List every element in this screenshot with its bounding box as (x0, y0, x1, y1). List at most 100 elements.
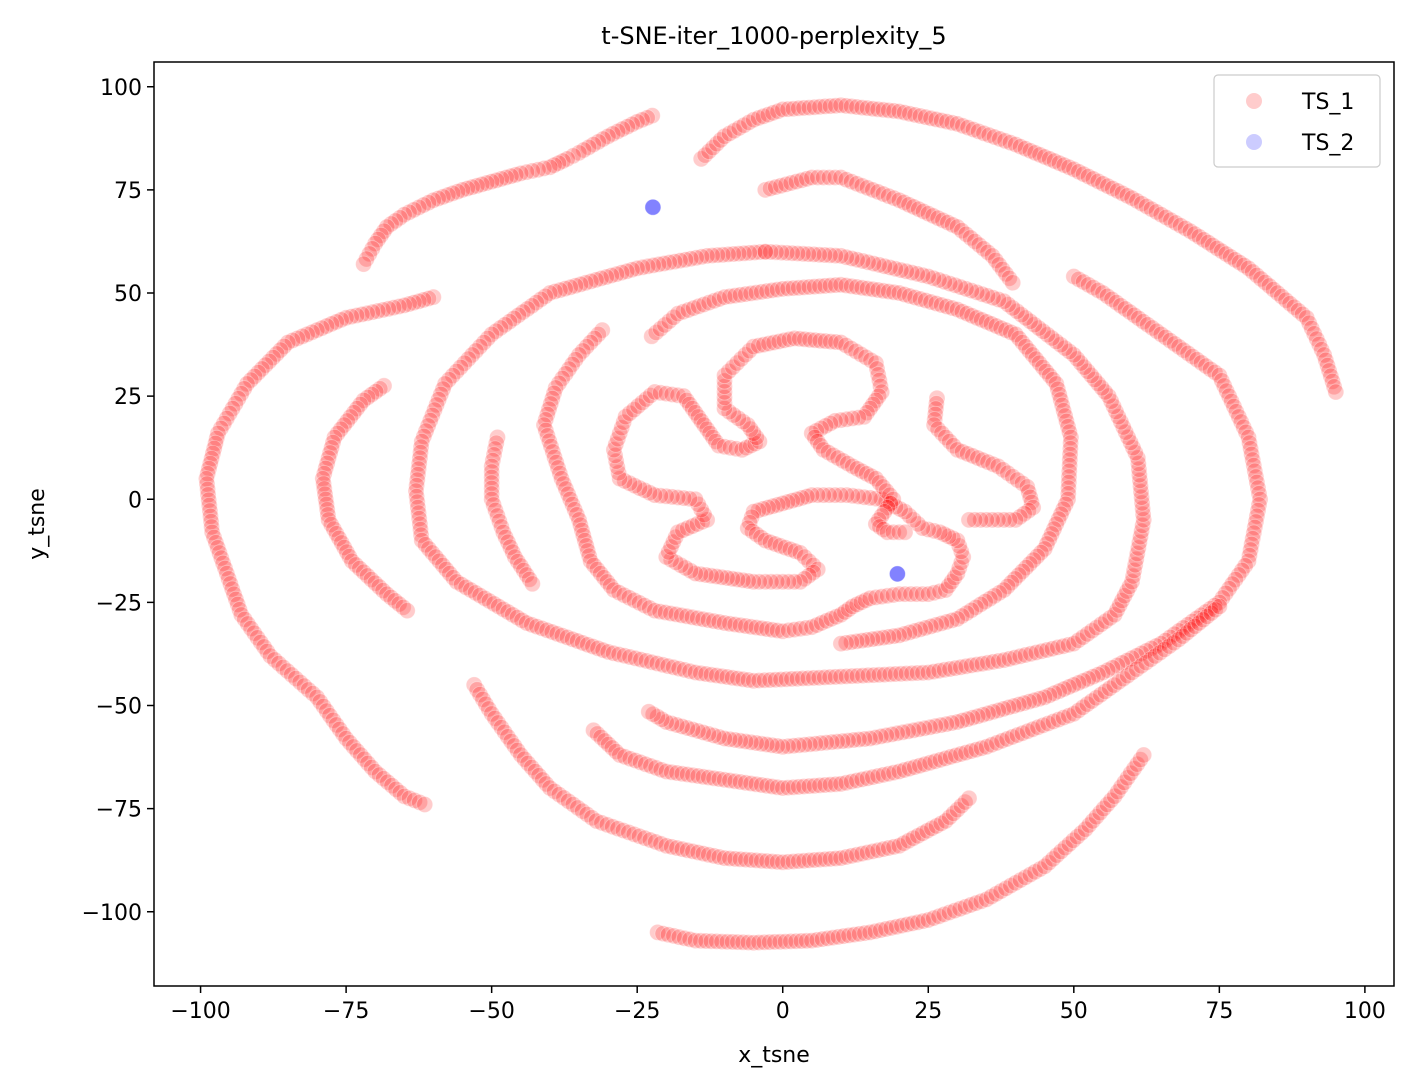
ts-1-point (753, 852, 770, 870)
ts-1-point (1133, 522, 1150, 540)
ts-1-point (1003, 574, 1020, 591)
ts-1-point (949, 301, 966, 318)
ts-1-point (570, 346, 588, 364)
ts-1-point (821, 668, 839, 686)
ts-1-point (954, 548, 972, 566)
ts-1-point (665, 658, 682, 676)
ts-1-point (1202, 360, 1219, 378)
ts-1-point (853, 99, 871, 116)
ts-1-point (832, 334, 850, 351)
ts-1-point (700, 769, 717, 786)
ts-1-point (708, 135, 726, 153)
ts-1-point (441, 565, 459, 582)
ts-1-point (551, 281, 569, 299)
ts-1-point (1206, 363, 1224, 381)
ts-1-point (669, 523, 687, 541)
ts-1-point (878, 482, 895, 500)
ts-1-point (1197, 603, 1215, 621)
ts-1-point (916, 719, 933, 737)
ts-2-point (644, 198, 662, 216)
ts-1-point (1020, 483, 1038, 501)
ts-1-point (1014, 334, 1031, 351)
ts-1-point (1237, 423, 1255, 441)
ts-1-point (546, 782, 563, 800)
ts-1-point (725, 122, 743, 140)
ts-1-point (502, 732, 520, 750)
ts-1-point (344, 738, 362, 756)
ts-1-point (1007, 511, 1024, 529)
ts-1-point (663, 838, 680, 856)
ts-1-point (1099, 661, 1117, 679)
ts-1-point (837, 634, 855, 652)
ts-1-point (383, 777, 401, 794)
ts-1-point (1052, 505, 1070, 523)
ts-1-point (700, 294, 718, 312)
ts-1-point (758, 620, 776, 638)
ts-1-point (369, 230, 387, 248)
ts-1-point (786, 621, 803, 638)
ts-1-point (550, 374, 568, 392)
ts-1-point (827, 247, 844, 265)
ts-1-point (416, 796, 434, 813)
ts-1-point (610, 464, 627, 482)
ts-1-point (884, 586, 902, 604)
ts-1-point (647, 833, 664, 851)
ts-1-point (826, 412, 844, 430)
ts-1-point (885, 627, 903, 645)
ts-1-point (940, 577, 957, 595)
ts-1-point (885, 189, 903, 207)
ts-1-point (838, 668, 855, 685)
ts-1-point (1231, 254, 1248, 271)
ts-1-point (592, 728, 610, 746)
ts-1-point (734, 571, 752, 589)
ts-1-point (735, 244, 753, 262)
ts-1-point (687, 249, 705, 267)
ts-1-point (584, 638, 602, 655)
ts-1-point (933, 112, 950, 129)
ts-1-point (756, 243, 774, 261)
ts-1-point (318, 495, 335, 513)
ts-1-point (1061, 457, 1078, 474)
ts-1-point (805, 669, 823, 687)
ts-1-point (774, 280, 792, 298)
ts-1-point (590, 325, 607, 343)
ts-1-point (657, 487, 675, 505)
ts-1-point (253, 360, 271, 378)
ts-1-point (947, 747, 965, 764)
ts-1-point (864, 768, 882, 786)
ts-1-point (654, 656, 672, 674)
ts-1-point (415, 291, 433, 309)
ts-1-point (605, 441, 623, 459)
ts-1-point (786, 542, 804, 560)
ts-1-point (936, 661, 953, 679)
ts-1-point (834, 732, 852, 750)
ts-1-point (1044, 713, 1062, 730)
ts-1-point (509, 553, 527, 570)
ts-1-point (1248, 266, 1266, 284)
ts-1-point (710, 728, 728, 746)
ts-1-point (198, 475, 216, 493)
ts-1-point (1131, 534, 1148, 551)
ts-1-point (1109, 783, 1127, 801)
ts-1-point (679, 766, 696, 783)
ts-1-point (735, 116, 753, 134)
ts-1-point (342, 408, 360, 426)
ts-1-point (1112, 297, 1130, 315)
ts-1-point (772, 177, 790, 195)
ts-1-point (407, 482, 425, 500)
ts-1-point (780, 330, 798, 348)
ts-1-point (1121, 303, 1139, 321)
ts-1-point (523, 759, 541, 776)
ts-1-point (487, 322, 505, 340)
ts-1-point (366, 574, 384, 592)
ts-1-point (716, 389, 733, 406)
ts-1-point (898, 665, 915, 682)
ts-1-point (378, 218, 396, 236)
ts-1-point (896, 286, 913, 303)
ts-1-point (975, 240, 992, 258)
ts-1-point (308, 321, 326, 339)
ts-1-point (646, 383, 664, 401)
ts-1-point (810, 246, 828, 264)
ts-1-point (796, 570, 813, 588)
ts-1-point (633, 111, 651, 129)
